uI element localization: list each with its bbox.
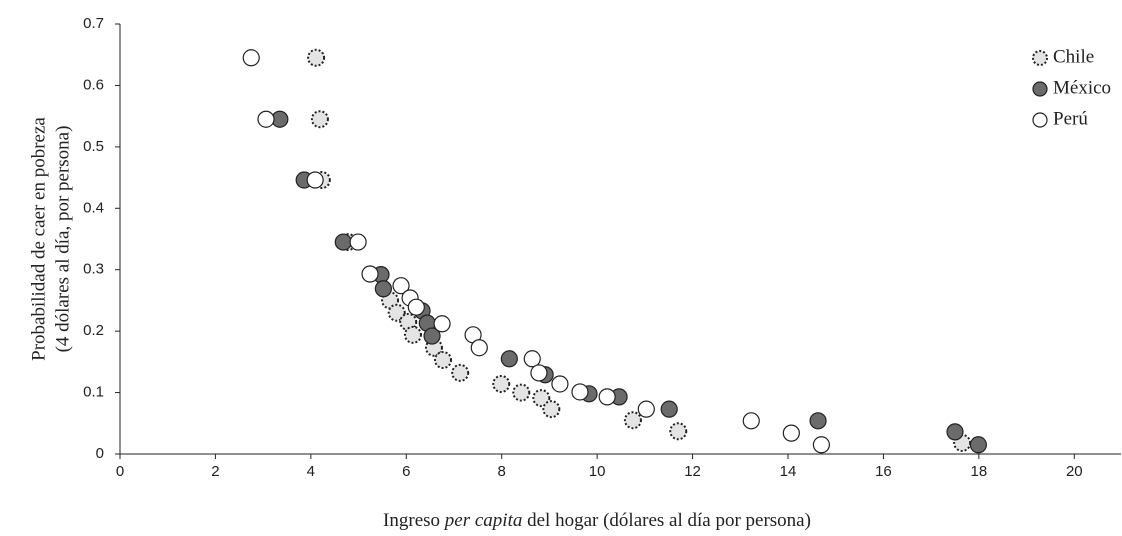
point: [623, 411, 642, 430]
point: [542, 400, 561, 419]
point: [257, 110, 275, 128]
point: [551, 375, 569, 393]
x-axis-label-part: del hogar (dólares al día por persona): [522, 510, 811, 531]
y-tick-label: 0.5: [83, 138, 104, 155]
legend-marker: [1032, 81, 1048, 97]
point: [637, 400, 655, 418]
y-tick-label: 0.1: [83, 384, 104, 401]
x-tick-label: 6: [402, 463, 410, 480]
x-axis-label: Ingreso per capita del hogar (dólares al…: [383, 510, 811, 531]
y-axis-label: Probabilidad de caer en pobreza: [28, 117, 49, 361]
point: [812, 436, 831, 454]
x-tick-label: 16: [875, 463, 892, 480]
x-tick-label: 14: [780, 463, 797, 480]
x-tick-label: 4: [307, 463, 315, 480]
point: [530, 364, 548, 382]
x-tick-label: 8: [498, 463, 506, 480]
point: [361, 265, 379, 283]
point: [500, 350, 518, 368]
point: [306, 171, 324, 189]
x-tick-label: 0: [116, 463, 124, 480]
point: [532, 389, 551, 408]
y-tick-label: 0.3: [83, 261, 104, 278]
point: [310, 110, 329, 129]
point: [349, 233, 367, 251]
point: [403, 325, 422, 344]
x-tick-label: 20: [1066, 463, 1083, 480]
point: [334, 233, 352, 251]
y-tick-label: 0.2: [83, 322, 104, 339]
legend-label: Perú: [1053, 108, 1088, 129]
x-tick-label: 12: [684, 463, 701, 480]
x-axis-label-part: Ingreso: [383, 510, 445, 531]
point: [451, 363, 470, 382]
point: [434, 351, 453, 370]
y-tick-label: 0: [96, 445, 104, 462]
point: [946, 423, 964, 441]
point: [242, 49, 260, 67]
point: [374, 280, 392, 298]
x-tick-label: 18: [971, 463, 988, 480]
y-axis-label: (4 dólares al día, por persona): [52, 126, 73, 353]
point: [969, 436, 987, 454]
point: [742, 412, 760, 430]
y-tick-label: 0.4: [83, 199, 104, 216]
x-axis-label-part: per capita: [443, 510, 523, 531]
legend-marker: [1032, 50, 1048, 66]
point: [523, 350, 541, 368]
point: [669, 422, 688, 441]
legend-label: Chile: [1053, 46, 1094, 67]
point: [423, 327, 441, 345]
point: [782, 424, 800, 442]
point: [387, 303, 406, 322]
point: [512, 383, 531, 402]
point: [571, 383, 589, 401]
x-tick-label: 2: [211, 463, 219, 480]
x-tick-label: 10: [589, 463, 606, 480]
legend-label: México: [1053, 77, 1111, 98]
point: [407, 298, 425, 316]
point: [660, 400, 678, 418]
legend-marker: [1032, 112, 1048, 128]
point: [809, 412, 827, 430]
y-tick-label: 0.7: [83, 15, 104, 32]
point: [492, 374, 511, 393]
point: [433, 315, 451, 333]
point: [307, 48, 326, 67]
point: [470, 339, 488, 357]
point: [392, 277, 410, 295]
y-tick-label: 0.6: [83, 76, 104, 93]
point: [598, 388, 616, 406]
